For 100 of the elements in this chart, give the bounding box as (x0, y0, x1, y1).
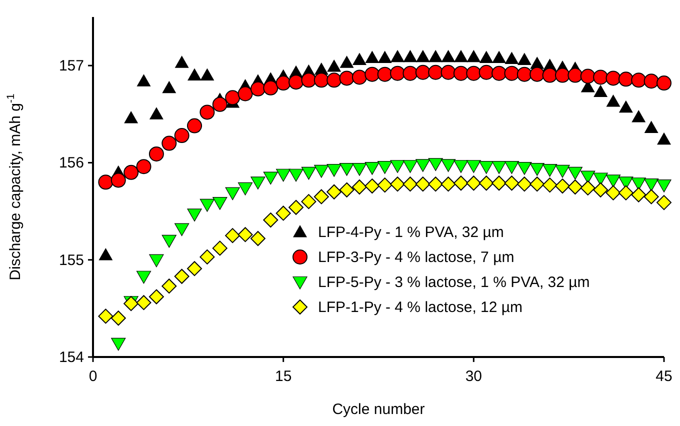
point (364, 66, 380, 82)
point (606, 174, 621, 188)
point (466, 50, 481, 62)
point (212, 96, 228, 112)
point (618, 72, 634, 87)
point (530, 66, 545, 82)
point (136, 295, 152, 310)
point (504, 161, 520, 174)
point (593, 182, 608, 198)
point (326, 184, 342, 200)
point (288, 74, 304, 90)
point (364, 178, 380, 194)
point (415, 64, 430, 80)
point (149, 254, 164, 268)
point (238, 182, 253, 196)
point (631, 187, 646, 202)
point (454, 50, 468, 62)
point (148, 289, 164, 304)
point (416, 159, 430, 172)
point (516, 176, 532, 192)
point (174, 56, 189, 68)
point (453, 176, 468, 191)
point (326, 164, 342, 177)
point (428, 50, 443, 62)
point (453, 66, 468, 81)
point (632, 110, 646, 122)
point (124, 111, 138, 124)
point (162, 136, 177, 151)
point (110, 172, 126, 188)
point (352, 52, 366, 65)
legend-label: LFP-1-Py - 4 % lactose, 12 µm (318, 299, 523, 316)
point (314, 72, 329, 88)
point (554, 68, 570, 83)
point (656, 76, 672, 91)
point (594, 84, 608, 98)
point (593, 70, 608, 85)
point (250, 81, 266, 96)
point (377, 66, 392, 82)
point (568, 68, 583, 83)
point (656, 195, 672, 210)
point (631, 178, 646, 190)
point (440, 159, 456, 172)
point (657, 132, 671, 145)
point (580, 180, 596, 196)
point (402, 160, 418, 173)
point (200, 198, 214, 212)
point (314, 189, 329, 204)
point (593, 172, 608, 186)
legend-label: LFP-3-Py - 4 % lactose, 7 µm (318, 249, 514, 266)
point (263, 172, 278, 185)
point (542, 178, 558, 193)
point (314, 164, 329, 178)
point (162, 278, 177, 294)
point (530, 162, 544, 176)
point (365, 50, 380, 64)
point (200, 104, 215, 120)
x-tick-label: 0 (88, 368, 98, 385)
point (492, 50, 506, 64)
x-tick-label: 30 (465, 368, 482, 385)
point (492, 66, 507, 81)
point (555, 164, 570, 178)
point (644, 74, 659, 89)
point (352, 162, 367, 176)
point (478, 64, 494, 80)
point (162, 80, 176, 94)
point (225, 90, 240, 106)
point (250, 230, 266, 246)
point (276, 76, 291, 91)
point (440, 176, 456, 192)
point (644, 178, 659, 192)
point (416, 50, 430, 62)
point (174, 128, 190, 144)
point (162, 234, 176, 248)
point (263, 212, 278, 228)
x-tick-label: 15 (274, 368, 292, 385)
point (301, 194, 316, 210)
y-tick-label: 156 (58, 154, 84, 172)
point (428, 176, 444, 192)
point (326, 72, 342, 88)
point (188, 68, 202, 81)
point (339, 182, 354, 198)
point (339, 162, 354, 176)
point (110, 310, 126, 326)
point (390, 50, 405, 62)
point (301, 166, 316, 180)
point (542, 68, 558, 83)
point (98, 308, 114, 324)
point (402, 66, 418, 81)
point (378, 50, 392, 64)
point (301, 72, 316, 88)
point (415, 176, 430, 192)
point (530, 176, 545, 192)
point (517, 52, 532, 65)
point (606, 185, 621, 200)
point (174, 223, 190, 236)
point (225, 187, 240, 200)
point (618, 185, 634, 200)
point (402, 176, 418, 192)
point (187, 208, 202, 222)
point (212, 240, 228, 256)
